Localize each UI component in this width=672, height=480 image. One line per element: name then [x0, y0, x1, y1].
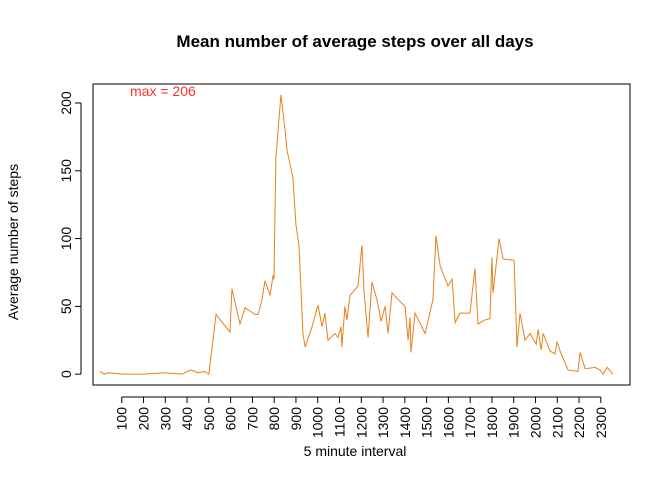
- annotation: max = 206: [130, 83, 196, 99]
- x-tick-label: 2200: [571, 407, 587, 438]
- x-tick-label: 300: [157, 407, 173, 431]
- x-tick-label: 700: [244, 407, 260, 431]
- y-tick-label: 200: [58, 91, 74, 115]
- x-tick-label: 1400: [397, 407, 413, 438]
- x-tick-label: 1200: [353, 407, 369, 438]
- x-tick-label: 600: [223, 407, 239, 431]
- x-tick-label: 2000: [527, 407, 543, 438]
- data-line: [99, 94, 614, 376]
- x-tick-label: 2100: [549, 407, 565, 438]
- y-tick-label: 150: [58, 159, 74, 183]
- x-tick-label: 1900: [506, 407, 522, 438]
- x-tick-label: 400: [179, 407, 195, 431]
- chart-title: Mean number of average steps over all da…: [176, 32, 533, 51]
- x-tick-label: 500: [201, 407, 217, 431]
- y-tick-label: 100: [58, 227, 74, 251]
- x-tick-label: 2300: [593, 407, 609, 438]
- y-axis-label: Average number of steps: [5, 164, 21, 320]
- plot-box: [92, 83, 631, 386]
- x-tick-label: 1100: [332, 407, 348, 437]
- x-tick-label: 200: [136, 407, 152, 431]
- x-tick-label: 100: [114, 407, 130, 431]
- x-tick-label: 1300: [375, 407, 391, 438]
- x-tick-label: 1600: [440, 407, 456, 438]
- x-tick-label: 800: [266, 407, 282, 431]
- y-tick-label: 0: [58, 370, 74, 378]
- x-tick-label: 1800: [484, 407, 500, 438]
- x-tick-label: 1700: [462, 407, 478, 438]
- x-tick-label: 900: [288, 407, 304, 431]
- y-tick-label: 50: [58, 298, 74, 314]
- x-tick-label: 1500: [419, 407, 435, 438]
- x-tick-label: 1000: [310, 407, 326, 438]
- x-axis-label: 5 minute interval: [304, 443, 407, 459]
